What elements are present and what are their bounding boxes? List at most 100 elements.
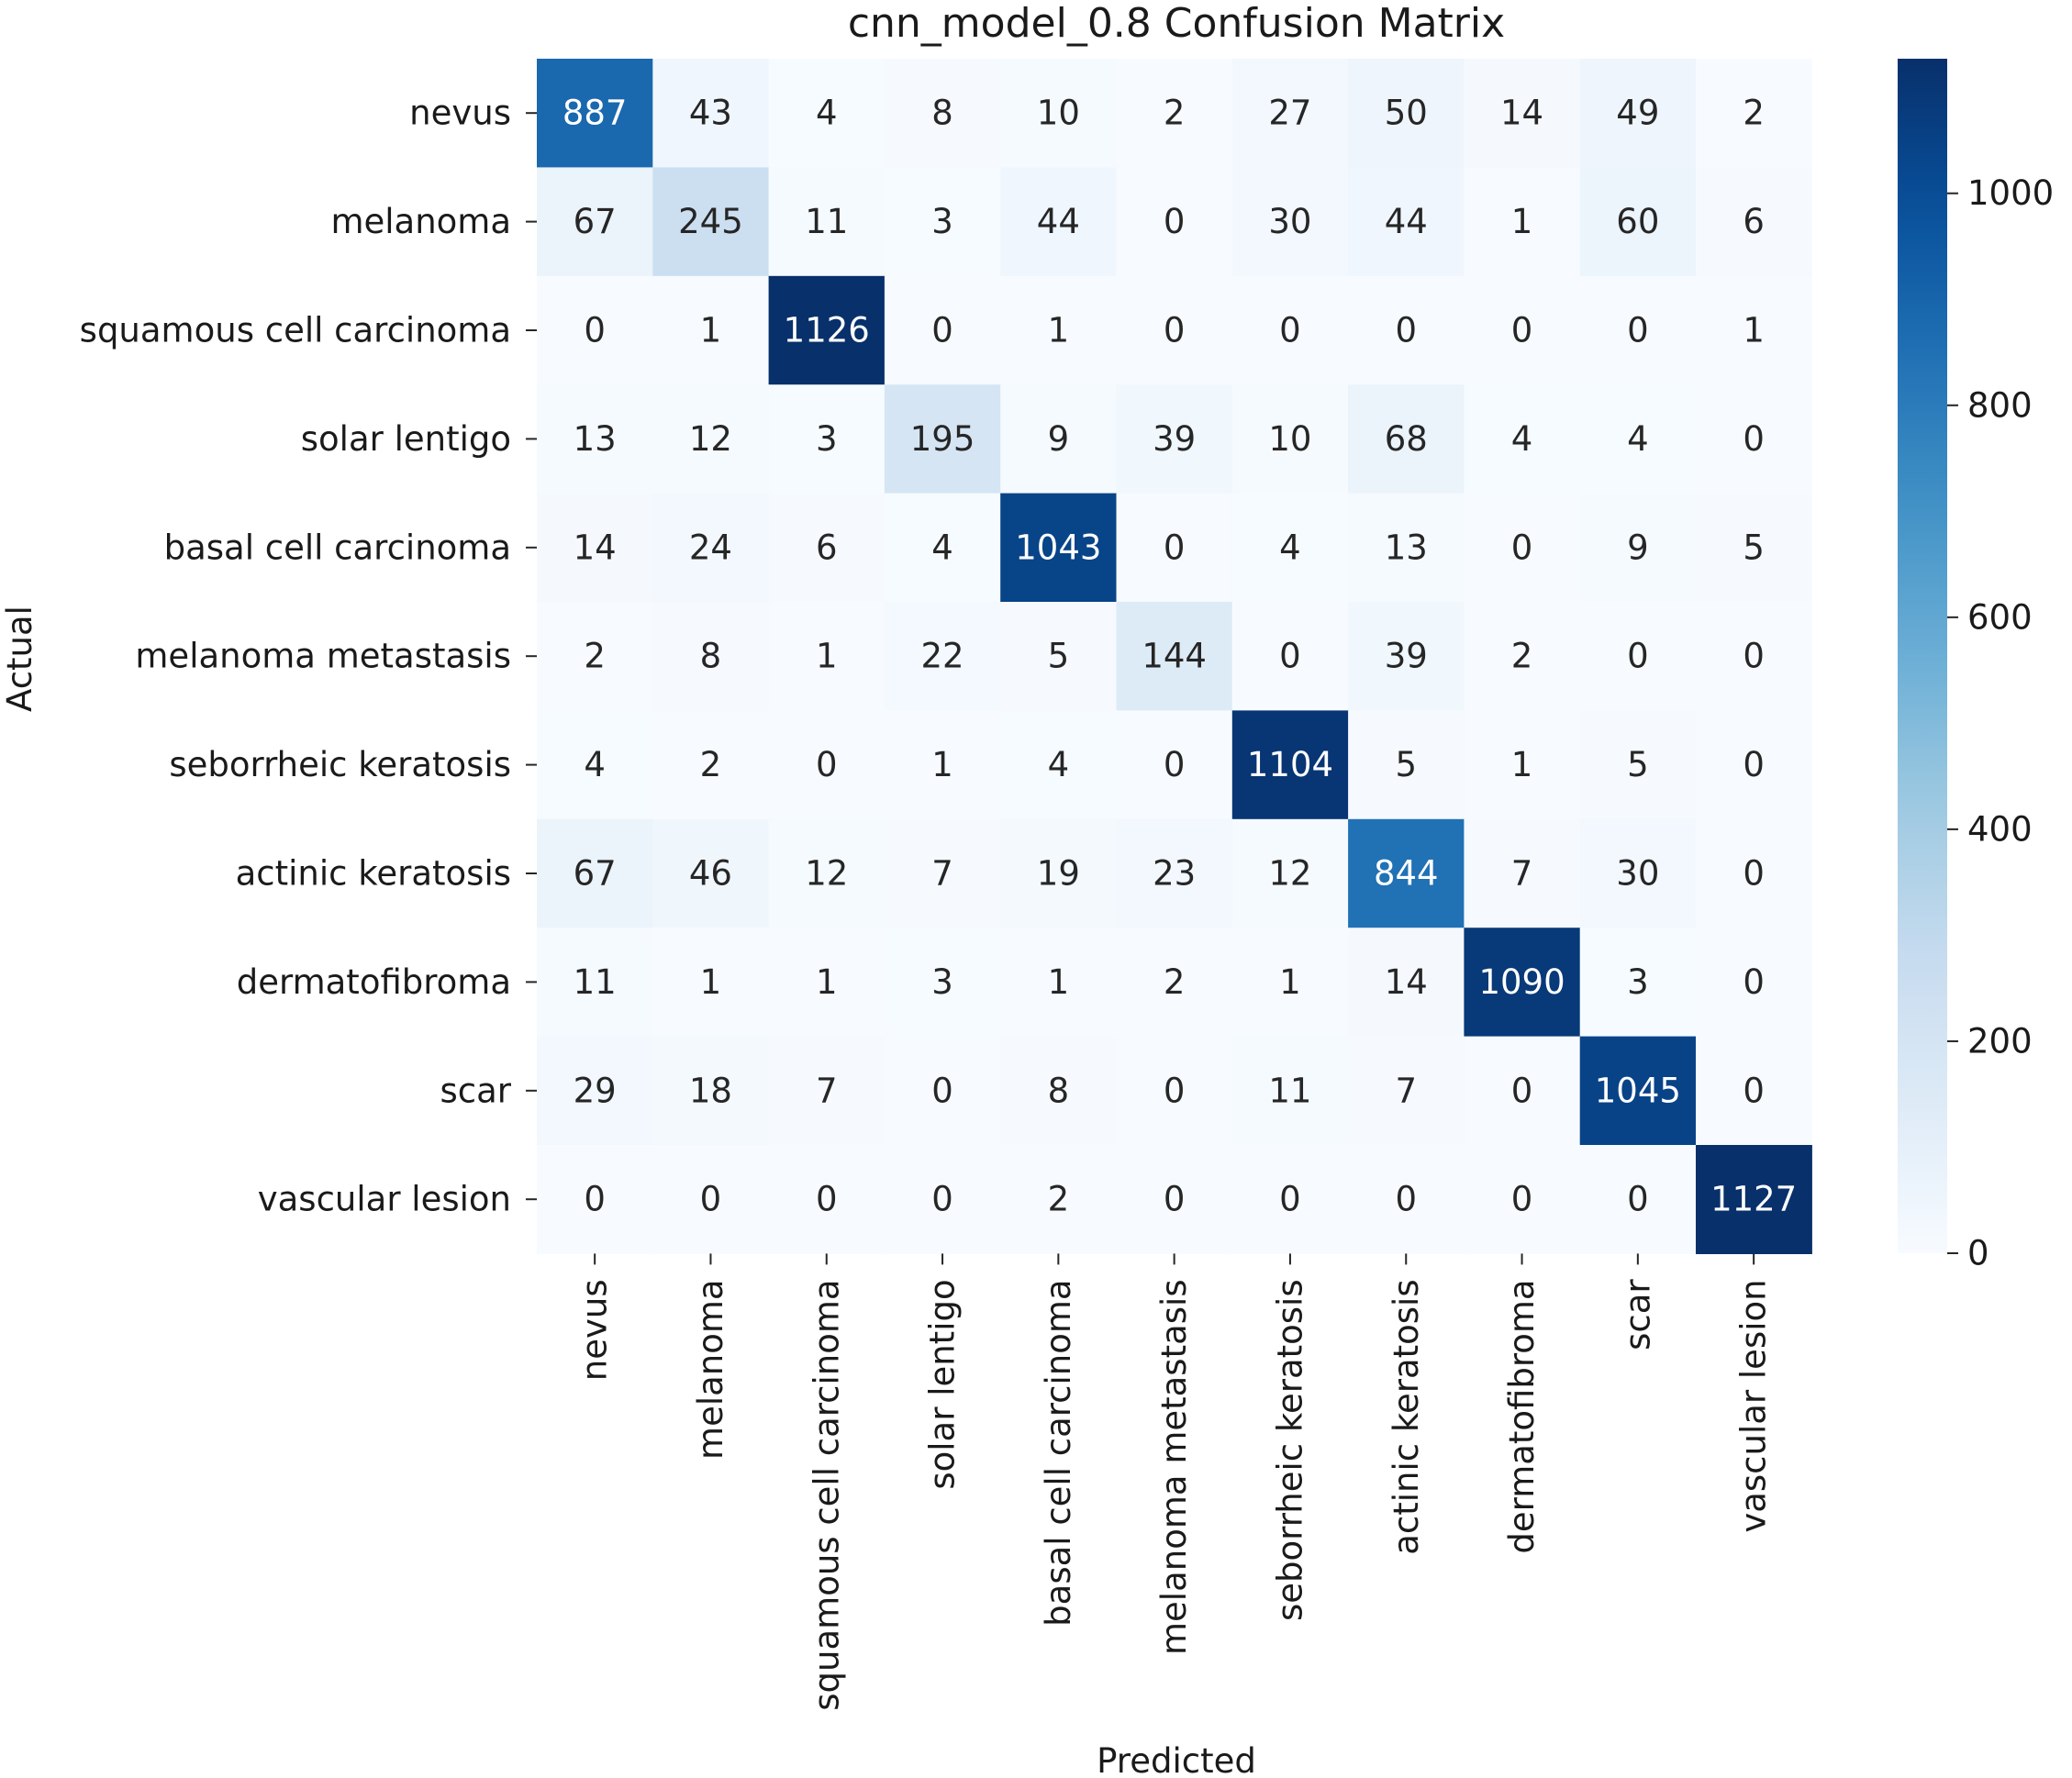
heatmap-cell: [768, 1145, 886, 1254]
cell-value-label: 0: [1164, 311, 1186, 350]
cell-value-label: 4: [1048, 745, 1070, 784]
heatmap-cell: [537, 275, 653, 385]
cell-value-label: 0: [1164, 202, 1186, 241]
heatmap-cell: [884, 1036, 1001, 1146]
heatmap-cell: [1231, 493, 1349, 603]
cell-value-label: 0: [1627, 1180, 1649, 1219]
cell-value-label: 144: [1142, 637, 1207, 676]
heatmap-cell: [1348, 928, 1465, 1038]
cell-value-label: 1: [1279, 962, 1301, 1002]
heatmap-cell: [1000, 1036, 1118, 1146]
heatmap-cell: [884, 493, 1001, 603]
heatmap-cell: [1116, 167, 1233, 277]
heatmap-cell: [1116, 493, 1233, 603]
heatmap-cell: [1348, 602, 1465, 711]
cell-value-label: 13: [574, 419, 617, 459]
heatmap-cell: [1464, 275, 1581, 385]
heatmap-cell: [1696, 1145, 1812, 1254]
cell-value-label: 1: [1048, 962, 1070, 1002]
heatmap-cell: [1696, 928, 1812, 1038]
cell-value-label: 0: [931, 311, 953, 350]
heatmap-cell: [1579, 818, 1697, 928]
cell-value-label: 0: [1164, 1180, 1186, 1219]
heatmap-cell: [768, 1036, 886, 1146]
cell-value-label: 245: [678, 202, 743, 241]
cell-value-label: 46: [689, 854, 732, 894]
row-label: scar: [440, 1071, 511, 1110]
row-label: squamous cell carcinoma: [80, 311, 511, 350]
heatmap-cell: [537, 1145, 653, 1254]
column-label: dermatofibroma: [1502, 1279, 1542, 1553]
heatmap-cell: [1231, 1145, 1349, 1254]
heatmap-cell: [1116, 602, 1233, 711]
heatmap-cell: [768, 818, 886, 928]
colorbar: [1898, 59, 1947, 1253]
heatmap-cell: [1348, 1145, 1465, 1254]
heatmap-cells: 887 43 4 8 10 2 27 50 14 49 267 245 11 3 44 0 30 44 1 60 60 1…: [537, 59, 1812, 1254]
heatmap-cell: [1348, 59, 1465, 168]
cell-value-label: 0: [1395, 1180, 1417, 1219]
heatmap-cell: [1231, 710, 1349, 820]
cell-value-label: 1: [700, 962, 722, 1002]
cell-value-label: 887: [563, 94, 628, 133]
heatmap-cell: [1116, 59, 1233, 168]
column-label: melanoma: [691, 1279, 730, 1460]
cell-value-label: 2: [1048, 1180, 1070, 1219]
row-labels: nevus melanoma squamous cell carcinoma sola…: [80, 94, 537, 1219]
cell-value-label: 0: [1627, 637, 1649, 676]
heatmap-cell: [1000, 493, 1118, 603]
cell-value-label: 1127: [1710, 1180, 1797, 1219]
heatmap-cell: [1579, 1145, 1697, 1254]
cell-value-label: 60: [1616, 202, 1659, 241]
heatmap-cell: [1579, 928, 1697, 1038]
heatmap-cell: [768, 275, 886, 385]
row-label: melanoma: [330, 202, 511, 241]
heatmap-cell: [1696, 275, 1812, 385]
heatmap-cell: [652, 1145, 770, 1254]
heatmap-cell: [1348, 710, 1465, 820]
heatmap-cell: [884, 710, 1001, 820]
cell-value-label: 2: [1164, 94, 1186, 133]
colorbar-tick-label: 0: [1967, 1234, 1989, 1273]
heatmap-cell: [652, 167, 770, 277]
heatmap-cell: [884, 928, 1001, 1038]
heatmap-cell: [1696, 384, 1812, 495]
cell-value-label: 4: [584, 745, 606, 784]
heatmap-cell: [1231, 167, 1349, 277]
heatmap-cell: [1116, 710, 1233, 820]
cell-value-label: 0: [1164, 1071, 1186, 1110]
row-label: vascular lesion: [258, 1180, 511, 1219]
cell-value-label: 0: [1279, 637, 1301, 676]
cell-value-label: 27: [1268, 94, 1311, 133]
cell-value-label: 6: [1743, 202, 1765, 241]
cell-value-label: 8: [931, 94, 953, 133]
cell-value-label: 10: [1268, 419, 1311, 459]
cell-value-label: 30: [1268, 202, 1311, 241]
colorbar-tick-label: 400: [1967, 809, 2033, 849]
heatmap-cell: [1348, 1036, 1465, 1146]
heatmap-cell: [768, 710, 886, 820]
column-labels: nevus melanoma squamous cell carcinoma sola…: [575, 1253, 1774, 1711]
cell-value-label: 0: [584, 311, 606, 350]
heatmap-cell: [768, 493, 886, 603]
cell-value-label: 1090: [1478, 962, 1565, 1002]
column-label: nevus: [575, 1279, 615, 1381]
cell-value-label: 1: [931, 745, 953, 784]
cell-value-label: 0: [1627, 311, 1649, 350]
cell-value-label: 3: [816, 419, 838, 459]
heatmap-cell: [1348, 493, 1465, 603]
cell-value-label: 5: [1743, 528, 1765, 567]
cell-value-label: 13: [1385, 528, 1428, 567]
heatmap-cell: [652, 384, 770, 495]
heatmap-cell: [1116, 1036, 1233, 1146]
cell-value-label: 44: [1037, 202, 1080, 241]
cell-value-label: 43: [689, 94, 732, 133]
heatmap-cell: [537, 818, 653, 928]
heatmap-cell: [1000, 818, 1118, 928]
cell-value-label: 1126: [784, 311, 870, 350]
heatmap-cell: [1231, 59, 1349, 168]
heatmap-cell: [1231, 384, 1349, 495]
cell-value-label: 2: [1511, 637, 1533, 676]
cell-value-label: 0: [931, 1071, 953, 1110]
heatmap-cell: [1000, 275, 1118, 385]
